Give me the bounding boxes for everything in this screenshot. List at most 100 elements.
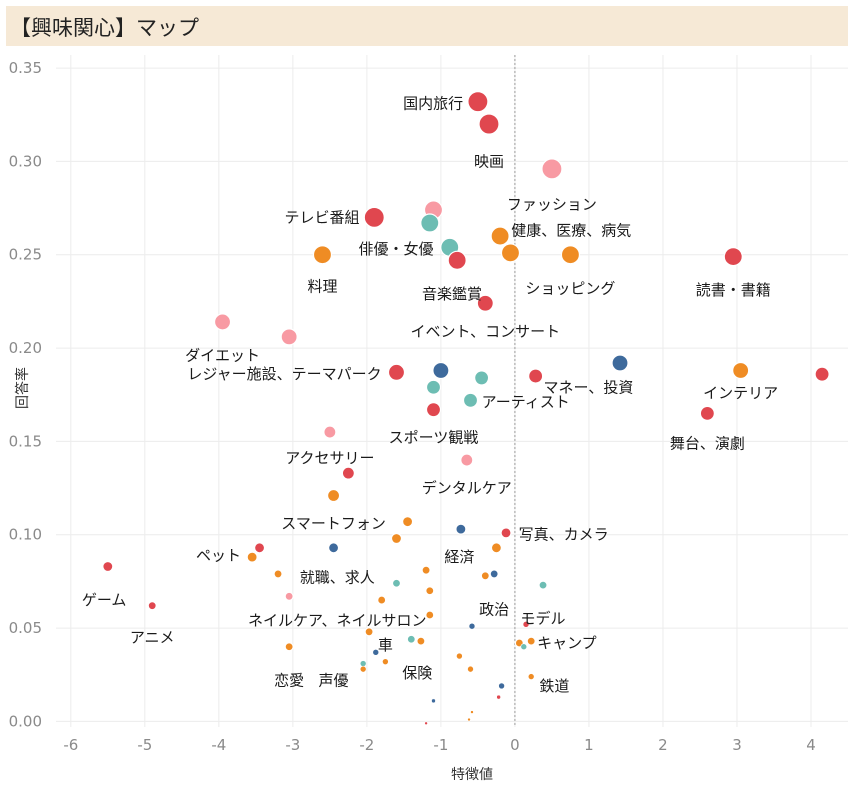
point-label: 読書・書籍	[696, 281, 771, 299]
data-point	[391, 578, 402, 588]
data-point	[102, 560, 114, 573]
point-label: 保険	[402, 664, 432, 682]
data-point	[489, 569, 499, 579]
data-point	[528, 368, 544, 384]
data-point	[470, 710, 474, 714]
point-label: 鉄道	[539, 677, 569, 695]
point-label: デンタルケア	[422, 479, 512, 497]
data-point	[490, 542, 503, 554]
data-point	[732, 361, 750, 380]
x-tick-label: 2	[658, 736, 668, 754]
point-label: ダイエット	[185, 347, 260, 365]
data-point	[500, 527, 512, 539]
point-label: アクセサリー	[285, 449, 374, 467]
point-label: アニメ	[130, 628, 175, 646]
x-tick-label: -4	[211, 736, 226, 754]
data-point	[432, 361, 450, 380]
data-point	[382, 658, 389, 665]
x-tick-label: 4	[806, 736, 816, 754]
point-label: ネイルケア、ネイルサロン	[248, 612, 427, 630]
data-point	[323, 425, 337, 439]
y-tick-label: 0.10	[9, 526, 42, 544]
data-point	[326, 488, 341, 503]
data-point	[456, 652, 463, 660]
data-point	[699, 405, 715, 421]
data-point	[284, 591, 294, 601]
data-point	[447, 250, 467, 270]
point-label: キャンプ	[537, 634, 597, 652]
point-label: 政治	[479, 600, 509, 618]
point-label: 就職、求人	[300, 569, 375, 587]
y-tick-label: 0.00	[9, 712, 42, 730]
data-point	[421, 565, 431, 575]
gridlines	[56, 55, 848, 727]
data-point	[364, 627, 374, 637]
data-point	[327, 542, 340, 554]
data-point	[467, 91, 489, 113]
y-tick-label: 0.35	[9, 59, 42, 77]
data-point	[359, 660, 367, 667]
data-point	[390, 532, 403, 545]
data-point	[526, 636, 536, 646]
point-label: スマートフォン	[281, 515, 386, 533]
x-tick-label: -3	[285, 736, 300, 754]
data-point	[522, 621, 530, 628]
x-tick-label: -2	[359, 736, 374, 754]
y-tick-label: 0.30	[9, 152, 42, 170]
point-label: モデル	[521, 610, 566, 628]
data-point	[611, 354, 629, 372]
y-tick-label: 0.25	[9, 246, 42, 264]
point-label: テレビ番組	[284, 208, 359, 226]
point-label: 車	[378, 636, 393, 654]
x-tick-label: 1	[584, 736, 594, 754]
data-point	[387, 363, 406, 381]
data-point	[420, 213, 440, 233]
data-point	[312, 245, 333, 265]
data-point	[425, 379, 442, 395]
data-point	[478, 113, 500, 135]
y-axis: 0.00 0.05 0.10 0.15 0.20 0.25 0.30 0.35	[9, 59, 42, 730]
x-tick-label: -6	[63, 736, 78, 754]
point-label: 健康、医療、病気	[511, 221, 631, 239]
data-point	[377, 595, 387, 605]
x-axis-title: 特徴値	[451, 767, 493, 783]
x-tick-label: 3	[732, 736, 742, 754]
point-label: 料理	[307, 277, 337, 295]
data-point	[406, 634, 416, 644]
point-label: ショッピング	[525, 279, 615, 297]
data-point	[401, 516, 414, 528]
point-label: 俳優・女優	[358, 240, 433, 258]
data-point	[425, 586, 435, 596]
data-point	[468, 622, 476, 630]
point-label: 声優	[319, 671, 349, 689]
data-point	[538, 580, 548, 590]
point-label: イベント、コンサート	[410, 322, 560, 340]
data-point	[425, 610, 435, 620]
data-point	[460, 453, 474, 467]
data-point	[496, 694, 501, 700]
point-label: ファッション	[507, 195, 597, 213]
data-point	[498, 682, 505, 690]
x-axis: -6 -5 -4 -3 -2 -1 0 1 2 3 4	[63, 736, 815, 754]
data-point	[723, 247, 743, 267]
point-label: スポーツ観戦	[389, 429, 479, 447]
data-point	[431, 698, 436, 704]
point-label: 恋愛	[274, 671, 304, 689]
point-label: インテリア	[703, 384, 778, 402]
point-label: レジャー施設、テーマパーク	[187, 365, 381, 383]
data-point	[341, 466, 355, 480]
data-point	[462, 392, 479, 408]
data-point	[246, 551, 258, 563]
data-point	[280, 328, 298, 346]
point-label: 経済	[444, 548, 474, 566]
point-label: 映画	[474, 152, 504, 170]
y-tick-label: 0.05	[9, 619, 42, 637]
point-label: ゲーム	[82, 591, 127, 609]
data-point	[284, 642, 294, 652]
data-point	[814, 366, 830, 382]
data-point	[467, 665, 474, 673]
data-point	[560, 245, 581, 265]
data-point	[520, 643, 528, 651]
